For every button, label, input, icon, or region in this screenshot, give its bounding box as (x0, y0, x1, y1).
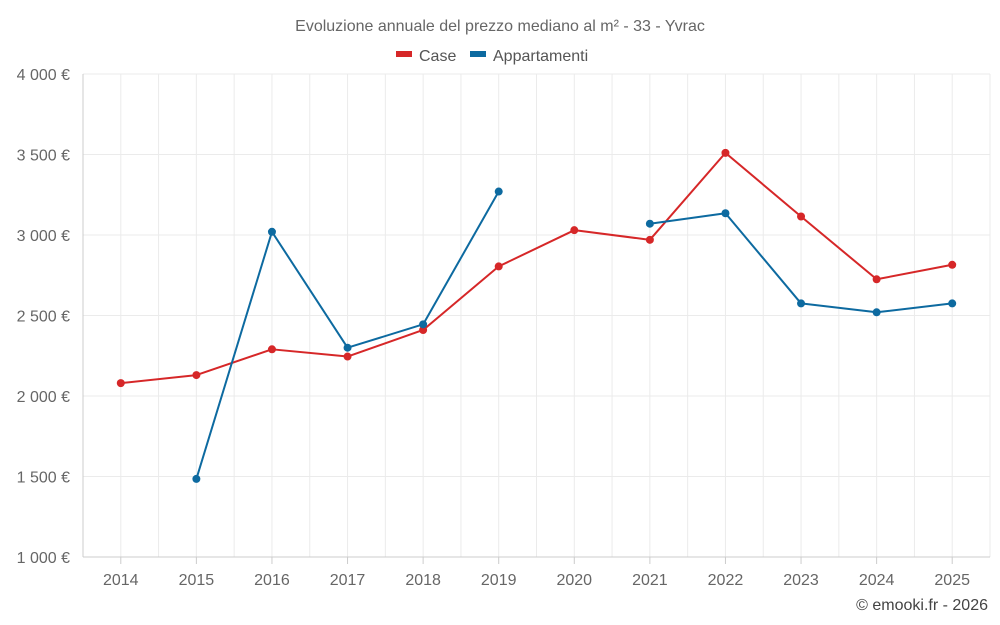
data-point-case-2024[interactable] (872, 275, 881, 284)
series-appartamenti (192, 187, 957, 483)
y-tick-label: 3 000 € (17, 228, 70, 245)
grid (83, 73, 991, 557)
series-line-case (120, 151, 953, 385)
y-tick-label: 2 500 € (17, 309, 70, 326)
x-tick-label: 2020 (556, 572, 592, 589)
data-point-appartamenti-2021[interactable] (645, 219, 654, 228)
legend-label-appartamenti: Appartamenti (493, 48, 588, 65)
x-tick-label: 2016 (254, 572, 290, 589)
x-tick-label: 2023 (783, 572, 819, 589)
data-point-case-2016[interactable] (267, 345, 276, 354)
series (116, 148, 957, 483)
data-point-case-2020[interactable] (570, 226, 579, 235)
data-point-appartamenti-2017[interactable] (343, 343, 352, 352)
data-point-case-2021[interactable] (645, 235, 654, 244)
data-point-appartamenti-2023[interactable] (797, 299, 806, 308)
data-point-appartamenti-2025[interactable] (948, 299, 957, 308)
legend: Case Appartamenti (396, 48, 588, 65)
x-tick-label: 2021 (632, 572, 668, 589)
chart-title: Evoluzione annuale del prezzo mediano al… (295, 18, 705, 35)
axes: 1 000 € 1 500 € 2 000 € 2 500 € 3 000 € 3 500… (17, 67, 990, 589)
x-tick-label: 2019 (481, 572, 517, 589)
series-case (116, 148, 957, 388)
data-point-case-2023[interactable] (797, 212, 806, 221)
data-point-case-2022[interactable] (721, 148, 730, 157)
data-point-appartamenti-2022[interactable] (721, 209, 730, 218)
legend-item-appartamenti[interactable]: Appartamenti (470, 48, 588, 65)
data-point-appartamenti-2024[interactable] (872, 308, 881, 317)
legend-label-case: Case (419, 48, 456, 65)
y-tick-label: 4 000 € (17, 67, 70, 84)
data-point-case-2014[interactable] (116, 379, 125, 388)
x-tick-label: 2022 (708, 572, 744, 589)
data-point-case-2019[interactable] (494, 262, 503, 271)
data-point-appartamenti-2019[interactable] (494, 187, 503, 196)
x-tick-label: 2014 (103, 572, 139, 589)
credit-text: © emooki.fr - 2026 (856, 597, 988, 614)
x-tick-label: 2018 (405, 572, 441, 589)
x-tick-label: 2025 (934, 572, 970, 589)
data-point-case-2025[interactable] (948, 260, 957, 269)
x-tick-label: 2015 (179, 572, 215, 589)
legend-swatch-case (396, 51, 412, 57)
data-point-case-2015[interactable] (192, 371, 201, 380)
legend-item-case[interactable]: Case (396, 48, 456, 65)
data-point-case-2018[interactable] (419, 325, 428, 334)
legend-swatch-appartamenti (470, 51, 486, 57)
y-tick-label: 1 000 € (17, 550, 70, 567)
y-tick-label: 1 500 € (17, 470, 70, 487)
y-tick-label: 2 000 € (17, 389, 70, 406)
y-tick-label: 3 500 € (17, 148, 70, 165)
data-point-appartamenti-2018[interactable] (419, 320, 428, 329)
x-tick-label: 2017 (330, 572, 366, 589)
data-point-case-2017[interactable] (343, 352, 352, 361)
x-tick-label: 2024 (859, 572, 895, 589)
data-point-appartamenti-2016[interactable] (267, 227, 276, 236)
data-point-appartamenti-2015[interactable] (192, 474, 201, 483)
